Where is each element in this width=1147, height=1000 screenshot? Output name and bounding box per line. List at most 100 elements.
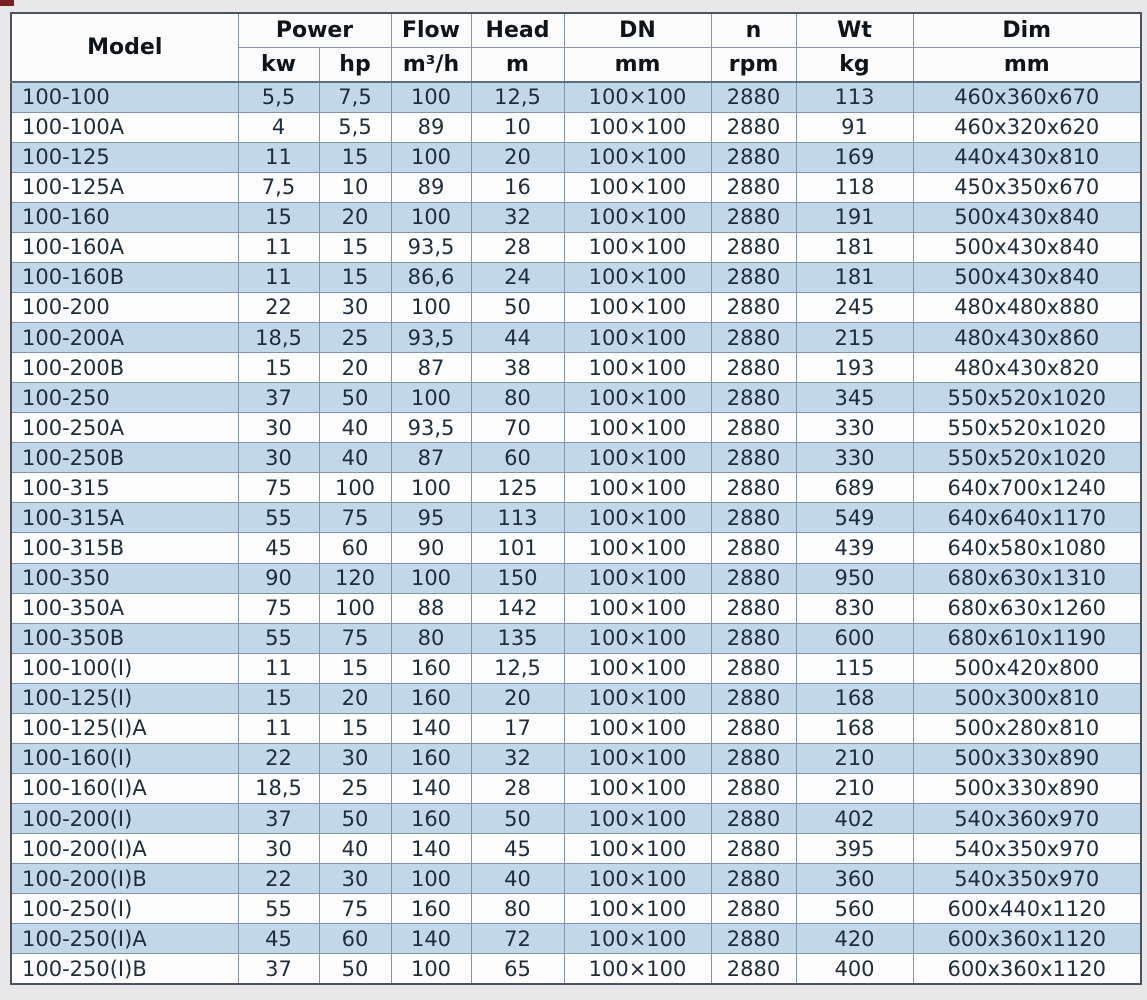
cell-dim: 480x430x820 xyxy=(912,352,1142,384)
cell-head: 80 xyxy=(470,382,565,414)
cell-wt: 169 xyxy=(795,141,914,173)
cell-power_hp: 100 xyxy=(318,472,392,504)
cell-flow: 93,5 xyxy=(390,321,472,354)
cell-power_hp: 60 xyxy=(318,532,392,564)
table-row: 100-160A 11 15 93,5 28 100×100 2880 181 500x430x… xyxy=(10,231,1142,263)
cell-flow: 100 xyxy=(390,953,472,985)
cell-n: 2880 xyxy=(710,472,797,504)
cell-dn: 100×100 xyxy=(563,562,712,594)
cell-head: 12,5 xyxy=(470,652,565,684)
cell-power_kw: 45 xyxy=(237,923,320,955)
cell-dn: 100×100 xyxy=(563,442,712,474)
cell-dim: 460x320x620 xyxy=(912,111,1142,143)
cell-dn: 100×100 xyxy=(563,592,712,624)
cell-power_kw: 22 xyxy=(237,742,320,774)
cell-dim: 480x430x860 xyxy=(912,321,1142,354)
cell-model: 100-125 xyxy=(10,141,239,173)
cell-n: 2880 xyxy=(710,231,797,263)
cell-n: 2880 xyxy=(710,532,797,564)
cell-model: 100-100A xyxy=(10,111,239,143)
cell-wt: 402 xyxy=(795,802,914,835)
cell-head: 142 xyxy=(470,592,565,624)
cell-model: 100-250 xyxy=(10,382,239,414)
cell-dn: 100×100 xyxy=(563,231,712,263)
cell-wt: 950 xyxy=(795,562,914,594)
cell-n: 2880 xyxy=(710,141,797,173)
cell-dim: 680x630x1310 xyxy=(912,562,1142,594)
cell-power_hp: 40 xyxy=(318,833,392,865)
cell-dim: 600x360x1120 xyxy=(912,953,1142,985)
cell-dim: 440x430x810 xyxy=(912,141,1142,173)
cell-wt: 118 xyxy=(795,171,914,203)
table-row: 100-250(I)B 37 50 100 65 100×100 2880 400 600x36… xyxy=(10,953,1142,985)
cell-n: 2880 xyxy=(710,682,797,714)
table-row: 100-125A 7,5 10 89 16 100×100 2880 118 450x350x6… xyxy=(10,171,1142,203)
cell-power_hp: 30 xyxy=(318,291,392,324)
cell-head: 17 xyxy=(470,712,565,744)
col-header-head: Head xyxy=(470,12,565,48)
cell-power_kw: 30 xyxy=(237,412,320,444)
cell-flow: 87 xyxy=(390,442,472,474)
cell-dn: 100×100 xyxy=(563,382,712,414)
cell-flow: 100 xyxy=(390,562,472,594)
cell-dim: 480x480x880 xyxy=(912,291,1142,324)
cell-wt: 210 xyxy=(795,772,914,805)
cell-dim: 640x640x1170 xyxy=(912,502,1142,534)
cell-dn: 100×100 xyxy=(563,682,712,714)
col-header-flow: Flow xyxy=(390,12,472,48)
cell-power_kw: 5,5 xyxy=(237,81,320,113)
table-row: 100-100A 4 5,5 89 10 100×100 2880 91 460x320x620 xyxy=(10,111,1142,143)
table-row: 100-160 15 20 100 32 100×100 2880 191 500x430x84… xyxy=(10,201,1142,233)
cell-wt: 830 xyxy=(795,592,914,624)
cell-n: 2880 xyxy=(710,81,797,113)
cell-dim: 680x610x1190 xyxy=(912,622,1142,654)
cell-flow: 100 xyxy=(390,863,472,895)
cell-head: 135 xyxy=(470,622,565,654)
cell-dn: 100×100 xyxy=(563,201,712,233)
cell-wt: 400 xyxy=(795,953,914,985)
cell-head: 16 xyxy=(470,171,565,203)
cell-head: 113 xyxy=(470,502,565,534)
cell-flow: 100 xyxy=(390,81,472,113)
cell-power_kw: 22 xyxy=(237,863,320,895)
table-row: 100-350 90 120 100 150 100×100 2880 950 680x630x… xyxy=(10,562,1142,594)
cell-power_kw: 37 xyxy=(237,382,320,414)
col-header-power: Power xyxy=(237,12,392,48)
cell-wt: 168 xyxy=(795,682,914,714)
cell-wt: 168 xyxy=(795,712,914,744)
cell-wt: 439 xyxy=(795,532,914,564)
cell-dn: 100×100 xyxy=(563,742,712,774)
cell-model: 100-250A xyxy=(10,412,239,444)
cell-dn: 100×100 xyxy=(563,472,712,504)
cell-n: 2880 xyxy=(710,261,797,293)
unit-header-hp: hp xyxy=(318,46,392,83)
cell-dim: 500x330x890 xyxy=(912,742,1142,774)
cell-model: 100-160(I)A xyxy=(10,772,239,805)
cell-head: 101 xyxy=(470,532,565,564)
cell-flow: 88 xyxy=(390,592,472,624)
cell-flow: 100 xyxy=(390,291,472,324)
cell-model: 100-200B xyxy=(10,352,239,384)
cell-power_hp: 40 xyxy=(318,412,392,444)
cell-dim: 550x520x1020 xyxy=(912,442,1142,474)
cell-dn: 100×100 xyxy=(563,712,712,744)
cell-n: 2880 xyxy=(710,833,797,865)
cell-dim: 500x430x840 xyxy=(912,201,1142,233)
cell-flow: 86,6 xyxy=(390,261,472,293)
cell-dn: 100×100 xyxy=(563,802,712,835)
cell-model: 100-200 xyxy=(10,291,239,324)
cell-dn: 100×100 xyxy=(563,923,712,955)
cell-wt: 689 xyxy=(795,472,914,504)
table-row: 100-315 75 100 100 125 100×100 2880 689 640x700x… xyxy=(10,472,1142,504)
cell-dn: 100×100 xyxy=(563,863,712,895)
cell-power_hp: 30 xyxy=(318,863,392,895)
cell-flow: 87 xyxy=(390,352,472,384)
table-row: 100-100(I) 11 15 160 12,5 100×100 2880 115 500x4… xyxy=(10,652,1142,684)
cell-dim: 500x300x810 xyxy=(912,682,1142,714)
cell-model: 100-250(I)A xyxy=(10,923,239,955)
cell-dim: 500x280x810 xyxy=(912,712,1142,744)
cell-dim: 550x520x1020 xyxy=(912,382,1142,414)
cell-model: 100-200(I)A xyxy=(10,833,239,865)
cell-flow: 160 xyxy=(390,893,472,925)
cell-n: 2880 xyxy=(710,923,797,955)
